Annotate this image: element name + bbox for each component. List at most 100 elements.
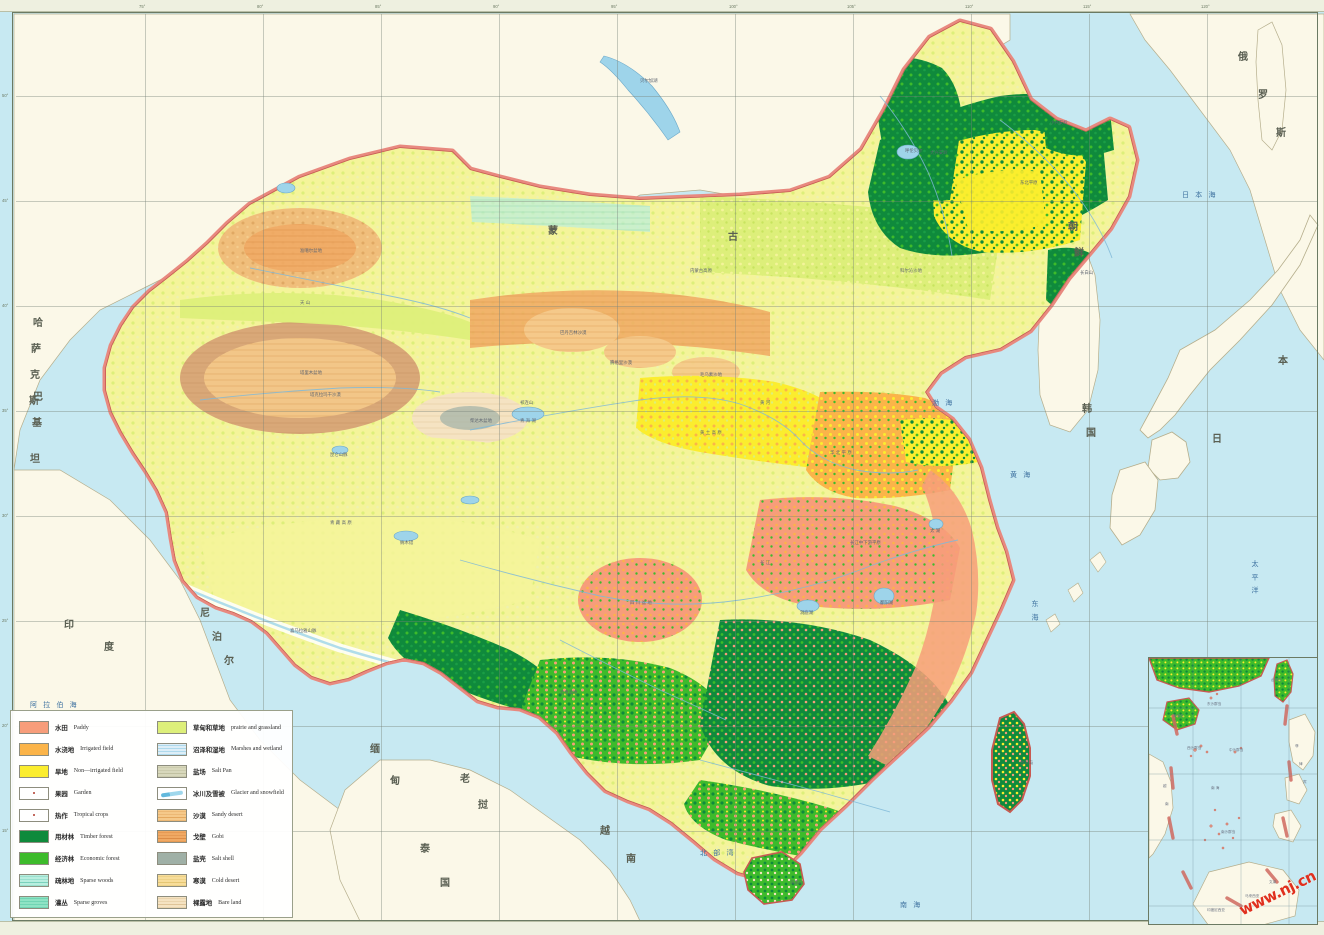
legend-swatch-salt-pan [157,764,187,778]
legend-label-en: Salt shell [211,855,234,862]
legend-swatch-paddy [19,721,49,734]
legend-label-cn: 裸露地 [193,899,213,907]
legend-swatch-sparse-groves [19,896,49,909]
legend-label-cn: 灌丛 [55,899,68,907]
graticule-tick-longitude: 105° [847,4,856,9]
legend-item[interactable]: 果园 Garden [19,784,149,803]
legend-swatch-marshes-wetland [157,742,187,756]
graticule-tick-latitude: 50° [2,93,9,98]
graticule-tick-longitude: 90° [493,4,500,9]
legend-label-en: Salt Pan [211,768,232,775]
graticule-tick-longitude: 75° [139,4,146,9]
legend-item[interactable]: 盐壳 Salt shell [157,849,287,868]
legend-item[interactable]: 水田 Paddy [19,718,149,737]
legend-item[interactable]: 沙漠 Sandy desert [157,806,287,825]
legend-item[interactable]: 沼泽和湿地 Marshes and wetland [157,740,287,759]
lakes [276,55,944,613]
legend-label-cn: 旱地 [55,767,68,776]
graticule-tick-longitude: 100° [729,4,738,9]
taiwan-island [991,710,1031,814]
legend-swatch-garden [19,786,49,800]
legend-item[interactable]: 水浇地 Irrigated field [19,740,149,759]
legend-swatch-sandy-desert [157,808,187,822]
legend-label-cn: 沼泽和湿地 [193,745,225,754]
hainan-island [743,851,805,905]
legend-label-en: Irrigated field [80,746,114,753]
legend-label-en: Timber forest [80,833,113,840]
legend-label-en: Bare land [218,899,242,906]
graticule-tick-longitude: 115° [1083,4,1092,9]
frame-top-band [0,0,1324,12]
legend-label-en: Sparse groves [73,899,108,906]
legend-label-cn: 水浇地 [55,745,75,754]
legend-label-cn: 盐场 [193,767,206,776]
legend-label-cn: 冰川及雪被 [193,789,225,798]
legend-item[interactable]: 寒漠 Cold desert [157,871,287,890]
legend-label-cn: 草甸和草地 [193,724,225,732]
legend-swatch-tropical-crops [19,808,49,822]
graticule-tick-latitude: 35° [2,408,9,413]
legend-item[interactable]: 灌丛 Sparse groves [19,893,149,912]
legend-swatch-sparse-woods [19,874,49,888]
legend-label-en: Cold desert [211,877,240,884]
legend-column-left: 水田 Paddy 水浇地 Irrigated field 旱地 Non—irrigated… [19,718,149,912]
legend-swatch-gobi [157,830,187,844]
legend-label-cn: 疏林地 [55,877,75,886]
legend-item[interactable]: 疏林地 Sparse woods [19,871,149,890]
legend-swatch-timber-forest [19,830,49,844]
legend-item[interactable]: 裸露地 Bare land [157,893,287,912]
legend-item[interactable]: 戈壁 Gobi [157,827,287,846]
legend-swatch-salt-shell [157,852,187,866]
legend-label-cn: 寒漠 [193,877,206,886]
legend-item[interactable]: 盐场 Salt Pan [157,762,287,781]
legend-swatch-bare-land [157,896,187,909]
legend-item[interactable]: 旱地 Non—irrigated field [19,762,149,781]
legend-item[interactable]: 经济林 Economic forest [19,849,149,868]
legend-swatch-irrigated-field [19,742,49,756]
legend-label-en: Tropical crops [73,812,109,818]
legend-label-en: Non—irrigated field [73,768,123,775]
legend-item[interactable]: 用材林 Timber forest [19,827,149,846]
graticule-tick-longitude: 80° [257,4,264,9]
legend-label-cn: 用材林 [55,833,75,842]
graticule-tick-latitude: 15° [2,828,9,833]
south-china-sea-inset[interactable]: 南 海东沙群岛 西沙群岛 中沙群岛 南沙群岛 海南岛 台湾岛菲律宾越南马来西亚 文莱 印度尼西… [1148,657,1318,925]
graticule-tick-latitude: 25° [2,618,9,623]
legend-label-cn: 盐壳 [193,855,206,864]
legend-label-cn: 经济林 [55,855,75,864]
graticule-tick-latitude: 20° [2,723,9,728]
legend-panel[interactable]: 水田 Paddy 水浇地 Irrigated field 旱地 Non—irrigated… [10,710,293,918]
frame-bottom-band [0,921,1324,935]
legend-label-en: Economic forest [80,855,120,862]
legend-item[interactable]: 冰川及雪被 Glacier and snowfield [157,784,287,803]
legend-label-en: prairie and grassland [230,724,281,731]
graticule-tick-longitude: 120° [1201,4,1210,9]
legend-label-en: Marshes and wetland [230,746,282,753]
legend-item[interactable]: 热作 Tropical crops [19,806,149,825]
inset-map-graphic [1149,658,1317,924]
legend-label-en: Gobi [211,833,224,840]
legend-label-cn: 果园 [55,789,68,798]
legend-swatch-cold-desert [157,874,187,888]
legend-swatch-economic-forest [19,852,49,866]
legend-label-en: Sparse woods [80,877,114,884]
legend-swatch-prairie-grassland [157,721,187,734]
legend-label-cn: 沙漠 [193,811,206,820]
graticule-tick-latitude: 40° [2,303,9,308]
legend-label-en: Glacier and snowfield [230,790,284,797]
legend-label-cn: 水田 [55,724,68,732]
graticule-tick-longitude: 95° [611,4,618,9]
legend-label-cn: 热作 [55,811,68,820]
graticule-tick-latitude: 45° [2,198,9,203]
legend-label-cn: 戈壁 [193,833,206,842]
graticule-tick-longitude: 110° [965,4,974,9]
legend-label-en: Paddy [73,724,89,731]
graticule-tick-latitude: 30° [2,513,9,518]
river-network [199,95,1113,813]
graticule-tick-longitude: 85° [375,4,382,9]
legend-swatch-non-irrigated-field [19,764,49,778]
legend-column-right: 草甸和草地 prairie and grassland 沼泽和湿地 Marshes a… [157,718,287,912]
legend-item[interactable]: 草甸和草地 prairie and grassland [157,718,287,737]
legend-swatch-glacier-snowfield [157,786,187,800]
